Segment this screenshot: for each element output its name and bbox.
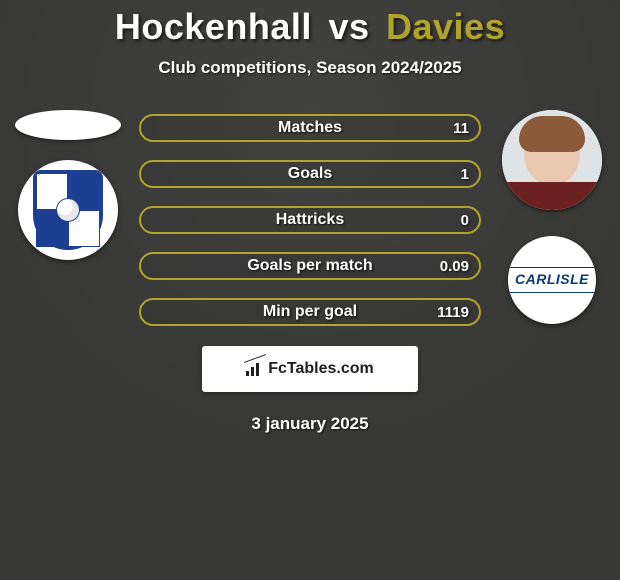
stat-value: 0.09: [440, 258, 469, 275]
watermark-text: FcTables.com: [268, 360, 374, 378]
club2-label: CARLISLE: [515, 271, 589, 287]
bar-chart-icon: [246, 362, 264, 376]
date-label: 3 january 2025: [0, 414, 620, 434]
stat-row-min-per-goal: Min per goal 1119: [139, 298, 481, 326]
player2-avatar: [502, 110, 602, 210]
title-player2: Davies: [386, 6, 505, 47]
stat-row-goals: Goals 1: [139, 160, 481, 188]
stat-label: Goals per match: [247, 257, 372, 275]
stat-value: 11: [453, 120, 469, 137]
stat-row-goals-per-match: Goals per match 0.09: [139, 252, 481, 280]
stat-row-matches: Matches 11: [139, 114, 481, 142]
subtitle: Club competitions, Season 2024/2025: [0, 58, 620, 78]
stat-label: Hattricks: [276, 211, 344, 229]
stat-value: 1: [461, 166, 469, 183]
carlisle-logo-icon: CARLISLE: [509, 267, 595, 293]
stat-row-hattricks: Hattricks 0: [139, 206, 481, 234]
title-vs: vs: [328, 6, 369, 47]
player1-club-crest: [18, 160, 118, 260]
stat-label: Matches: [278, 119, 342, 137]
stat-label: Goals: [288, 165, 332, 183]
comparison-card: Hockenhall vs Davies Club competitions, …: [0, 0, 620, 580]
right-column: CARLISLE: [492, 110, 612, 324]
source-watermark: FcTables.com: [202, 346, 418, 392]
title-player1: Hockenhall: [115, 6, 312, 47]
stat-value: 1119: [437, 304, 469, 321]
tranmere-crest-icon: [33, 170, 103, 250]
left-column: [8, 110, 128, 260]
player2-club-crest: CARLISLE: [508, 236, 596, 324]
page-title: Hockenhall vs Davies: [0, 6, 620, 48]
stat-value: 0: [461, 212, 469, 229]
player1-avatar-placeholder: [15, 110, 121, 140]
stats-list: Matches 11 Goals 1 Hattricks 0 Goals per…: [139, 114, 481, 326]
stat-label: Min per goal: [263, 303, 357, 321]
